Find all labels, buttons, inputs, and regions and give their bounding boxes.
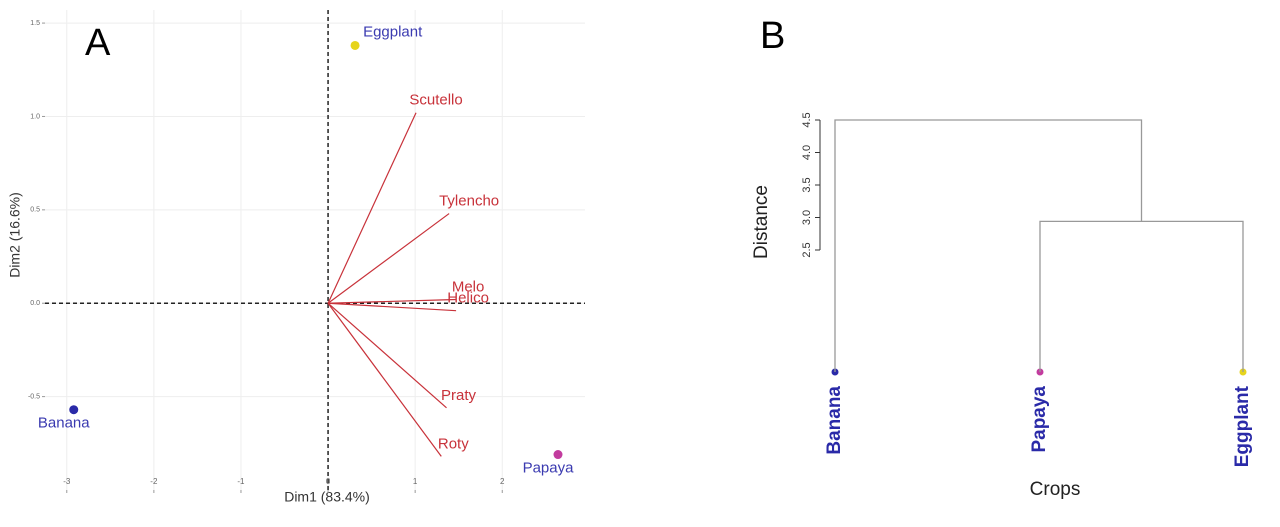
leaf-label: Banana [824, 386, 845, 455]
panel-label: A [85, 22, 111, 64]
variable-label: Melo [452, 278, 485, 295]
y-tick-label: 0.5 [30, 207, 40, 214]
variable-arrow [327, 213, 450, 304]
variable-label: Roty [438, 435, 469, 452]
y-tick-label: 3.5 [801, 177, 813, 192]
variable-label: Helico [447, 290, 489, 307]
x-axis-label: Dim1 (83.4%) [284, 489, 370, 505]
x-tick-label: 1 [413, 477, 418, 486]
y-tick-label: 1.0 [30, 113, 40, 120]
y-tick-label: 4.5 [801, 112, 813, 127]
variable-arrow [327, 302, 442, 457]
variable-label: Scutello [409, 92, 462, 109]
variable-arrow [327, 302, 447, 409]
point [69, 405, 79, 415]
point-label: Papaya [523, 459, 575, 476]
merge-link [1039, 220, 1244, 372]
point-label: Banana [38, 415, 90, 432]
merge-link [834, 119, 1143, 372]
y-tick-label: 1.5 [30, 20, 40, 27]
variable-arrow [328, 302, 457, 312]
variable-label: Tylencho [439, 193, 499, 210]
x-tick-label: -3 [63, 477, 71, 486]
y-tick-label: 0.0 [30, 300, 40, 307]
point-label: Eggplant [363, 23, 423, 40]
y-tick-label: 2.5 [801, 242, 813, 257]
x-tick-label: -1 [237, 477, 245, 486]
y-tick-label: 4.0 [801, 145, 813, 160]
y-axis-label: Dim2 (16.6%) [7, 192, 23, 278]
point [553, 450, 563, 460]
variable-arrow [327, 112, 417, 304]
y-axis-label: Distance [751, 185, 772, 259]
leaf-label: Papaya [1029, 386, 1050, 453]
variable-label: Praty [441, 387, 477, 404]
leaf-label: Eggplant [1232, 385, 1253, 467]
panel-label: B [760, 15, 785, 57]
y-tick-label: 3.0 [801, 210, 813, 225]
point [350, 40, 360, 50]
x-tick-label: -2 [150, 477, 158, 486]
y-tick-label: -0.5 [28, 393, 40, 400]
variable-arrow [328, 298, 457, 304]
x-tick-label: 2 [500, 477, 505, 486]
x-axis-label: Crops [1030, 479, 1081, 500]
